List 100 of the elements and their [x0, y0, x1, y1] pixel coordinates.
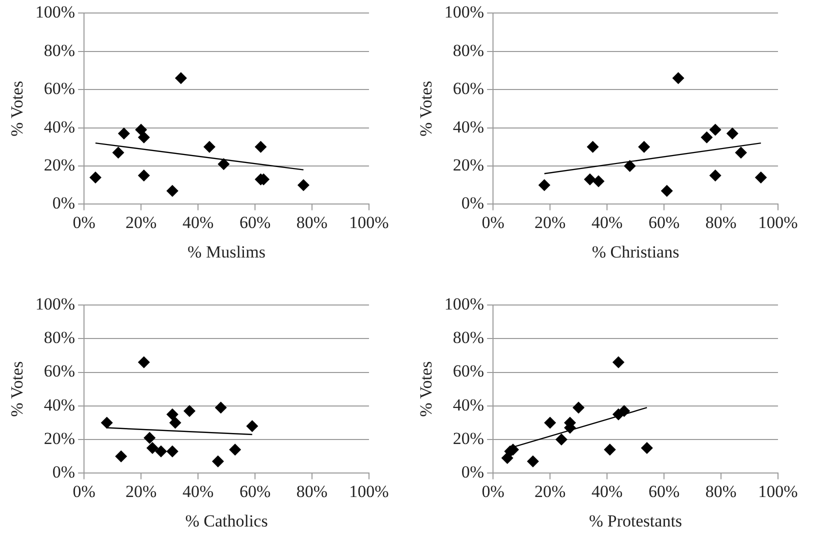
x-tick-label: 100%: [758, 482, 798, 501]
point: [144, 432, 156, 444]
y-tick-label: 60%: [452, 362, 484, 381]
point: [555, 434, 568, 446]
x-axis-title: % Catholics: [185, 511, 268, 530]
x-tick-label: 80%: [705, 482, 737, 501]
point: [709, 170, 722, 182]
x-tick-label: 100%: [349, 212, 389, 232]
point: [618, 404, 630, 417]
y-tick-label: 20%: [452, 155, 484, 174]
point: [526, 455, 539, 468]
y-axis-title: % Votes: [416, 361, 436, 417]
x-tick-label: 60%: [648, 482, 680, 501]
y-tick-label: 20%: [452, 429, 484, 448]
point: [592, 175, 604, 188]
x-tick-label: 20%: [125, 212, 157, 232]
point: [734, 146, 747, 159]
x-tick-label: 100%: [349, 482, 389, 501]
point: [612, 356, 624, 368]
y-tick-label: 40%: [452, 117, 484, 136]
point: [246, 420, 258, 432]
x-tick-label: 80%: [296, 482, 328, 501]
point: [624, 160, 636, 172]
point: [709, 124, 722, 136]
y-tick-label: 0%: [461, 194, 484, 213]
y-tick-label: 100%: [444, 294, 484, 314]
point: [166, 408, 178, 420]
x-tick-label: 20%: [125, 482, 157, 501]
point: [572, 402, 585, 414]
y-tick-label: 0%: [461, 462, 484, 482]
point: [100, 416, 113, 429]
y-tick-label: 40%: [44, 117, 76, 136]
x-tick-label: 40%: [591, 212, 623, 232]
point: [660, 184, 673, 197]
point: [700, 131, 713, 144]
point: [544, 416, 556, 429]
x-tick-label: 20%: [534, 212, 566, 232]
y-tick-label: 20%: [44, 429, 76, 448]
y-tick-label: 20%: [44, 155, 76, 174]
point: [604, 444, 616, 456]
point: [254, 140, 267, 153]
y-tick-label: 0%: [52, 462, 76, 482]
x-tick-label: 60%: [648, 212, 680, 232]
x-tick-label: 80%: [296, 212, 328, 232]
x-tick-label: 40%: [182, 212, 214, 232]
y-axis-title: % Votes: [8, 361, 27, 417]
x-tick-label: 40%: [591, 482, 623, 501]
y-tick-label: 100%: [35, 2, 76, 22]
y-tick-label: 60%: [44, 362, 76, 381]
y-tick-label: 60%: [44, 79, 76, 98]
y-axis-title: % Votes: [416, 80, 436, 136]
x-tick-label: 0%: [482, 482, 504, 501]
point: [229, 444, 242, 456]
point: [169, 416, 182, 429]
y-tick-label: 80%: [452, 328, 484, 348]
x-tick-label: 0%: [482, 212, 504, 232]
point: [138, 131, 150, 144]
point: [115, 450, 128, 462]
x-tick-label: 60%: [239, 482, 271, 501]
point: [146, 442, 158, 454]
point: [672, 72, 684, 84]
point: [754, 171, 767, 184]
point: [726, 128, 738, 140]
point: [218, 158, 230, 170]
point: [138, 170, 150, 182]
x-tick-label: 0%: [72, 482, 96, 501]
x-axis-title: % Christians: [592, 242, 680, 262]
x-axis-title: % Protestants: [589, 511, 682, 530]
point: [135, 124, 148, 136]
y-axis-title: % Votes: [8, 80, 27, 136]
y-tick-label: 80%: [44, 40, 76, 60]
y-tick-label: 100%: [35, 294, 76, 314]
y-tick-label: 80%: [452, 40, 484, 60]
point: [584, 173, 596, 186]
y-tick-label: 100%: [444, 2, 484, 22]
point: [138, 356, 150, 368]
point: [166, 184, 178, 197]
x-tick-label: 20%: [534, 482, 566, 501]
point: [212, 455, 224, 468]
point: [203, 140, 216, 153]
y-tick-label: 0%: [52, 194, 76, 213]
x-tick-label: 80%: [705, 212, 737, 232]
point: [118, 128, 130, 140]
point: [638, 140, 650, 153]
point: [640, 442, 653, 454]
point: [183, 404, 196, 417]
x-tick-label: 0%: [72, 212, 96, 232]
x-axis-title: % Muslims: [188, 242, 266, 262]
y-tick-label: 40%: [44, 395, 76, 414]
point: [214, 402, 227, 414]
point: [154, 445, 167, 458]
x-tick-label: 60%: [239, 212, 271, 232]
point: [538, 179, 550, 192]
point: [586, 140, 599, 153]
x-tick-label: 100%: [758, 212, 798, 232]
point: [112, 146, 124, 159]
point: [166, 445, 178, 458]
x-tick-label: 40%: [182, 482, 214, 501]
y-tick-label: 60%: [452, 79, 484, 98]
point: [174, 72, 187, 84]
